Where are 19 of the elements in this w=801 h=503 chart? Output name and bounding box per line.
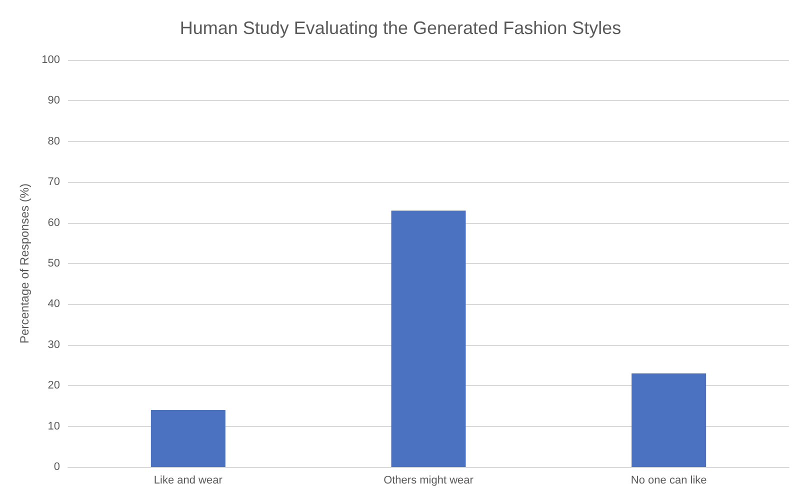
y-tick-label: 30 (48, 338, 60, 351)
x-tick-label: Like and wear (154, 474, 223, 486)
y-axis-title: Percentage of Responses (%) (18, 183, 32, 344)
y-tick-label: 50 (48, 258, 60, 270)
bar (391, 210, 466, 467)
y-tick-label: 100 (42, 54, 60, 66)
y-tick-label: 70 (48, 176, 60, 188)
y-tick-label: 10 (48, 420, 60, 432)
bar (632, 373, 706, 467)
y-tick-label: 90 (48, 94, 60, 107)
chart-title: Human Study Evaluating the Generated Fashion Styles (180, 18, 622, 38)
y-tick-label: 40 (48, 298, 60, 310)
x-tick-label: Others might wear (384, 474, 474, 486)
y-tick-label: 20 (48, 380, 60, 392)
x-tick-label: No one can like (630, 474, 707, 486)
y-tick-label: 60 (48, 216, 60, 229)
y-tick-label: 0 (54, 461, 60, 473)
bar (150, 410, 226, 467)
y-tick-label: 80 (48, 135, 60, 148)
